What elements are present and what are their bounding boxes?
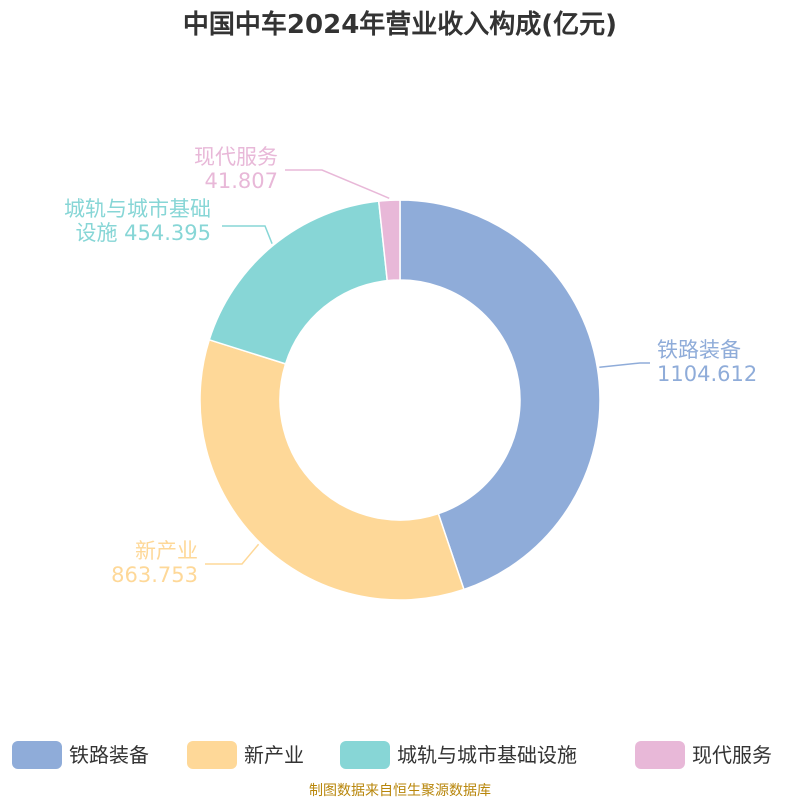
slice-label-value-0: 1104.612 — [657, 362, 757, 386]
legend-swatch-1 — [187, 741, 237, 769]
slice-3 — [377, 199, 401, 282]
legend-label-0: 铁路装备 — [69, 743, 149, 767]
slice-0 — [399, 199, 601, 591]
slice-label-name-1: 新产业 — [135, 539, 198, 563]
chart-title: 中国中车2024年营业收入构成(亿元) — [183, 9, 617, 40]
slice-label-value-2: 设施 454.395 — [75, 221, 211, 245]
slice-1 — [199, 338, 465, 601]
slice-label-name-0: 铁路装备 — [657, 338, 741, 362]
source-note: 制图数据来自恒生聚源数据库 — [309, 783, 491, 799]
leader-line-3 — [285, 169, 390, 199]
legend-label-1: 新产业 — [244, 743, 304, 767]
legend-label-2: 城轨与城市基础设施 — [397, 743, 577, 767]
slice-label-name-2: 城轨与城市基础 — [64, 197, 211, 221]
leader-line-2 — [222, 225, 273, 244]
legend-swatch-3 — [635, 741, 685, 769]
legend: 铁路装备 新产业 城轨与城市基础设施 现代服务 — [12, 741, 772, 769]
legend-swatch-2 — [340, 741, 390, 769]
slice-label-name-3: 现代服务 — [194, 145, 278, 169]
slice-label-value-3: 41.807 — [205, 169, 278, 193]
slices-group — [199, 199, 601, 601]
slice-label-value-1: 863.753 — [111, 563, 198, 587]
legend-swatch-0 — [12, 741, 62, 769]
leader-line-1 — [205, 543, 260, 565]
label-leaders — [205, 169, 650, 565]
leader-line-0 — [599, 362, 650, 369]
legend-label-3: 现代服务 — [692, 743, 772, 767]
